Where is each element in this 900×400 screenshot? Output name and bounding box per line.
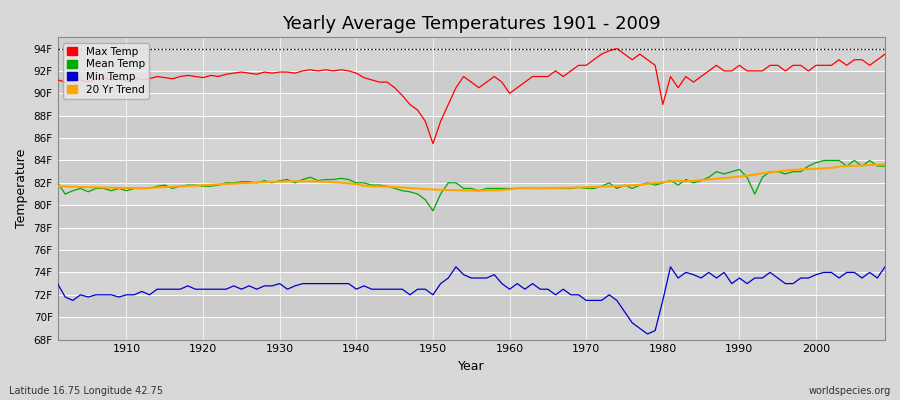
Text: worldspecies.org: worldspecies.org [809,386,891,396]
Bar [58,48,885,71]
Y-axis label: Temperature: Temperature [15,149,28,228]
X-axis label: Year: Year [458,360,484,373]
Bar [58,205,885,228]
Bar [58,116,885,138]
Title: Yearly Average Temperatures 1901 - 2009: Yearly Average Temperatures 1901 - 2009 [282,15,661,33]
Bar [58,183,885,205]
Legend: Max Temp, Mean Temp, Min Temp, 20 Yr Trend: Max Temp, Mean Temp, Min Temp, 20 Yr Tre… [63,42,149,99]
Bar [58,317,885,340]
Bar [58,160,885,183]
Bar [58,250,885,272]
Text: Latitude 16.75 Longitude 42.75: Latitude 16.75 Longitude 42.75 [9,386,163,396]
Bar [58,295,885,317]
Bar [58,93,885,116]
Bar [58,228,885,250]
Bar [58,138,885,160]
Bar [58,272,885,295]
Bar [58,71,885,93]
